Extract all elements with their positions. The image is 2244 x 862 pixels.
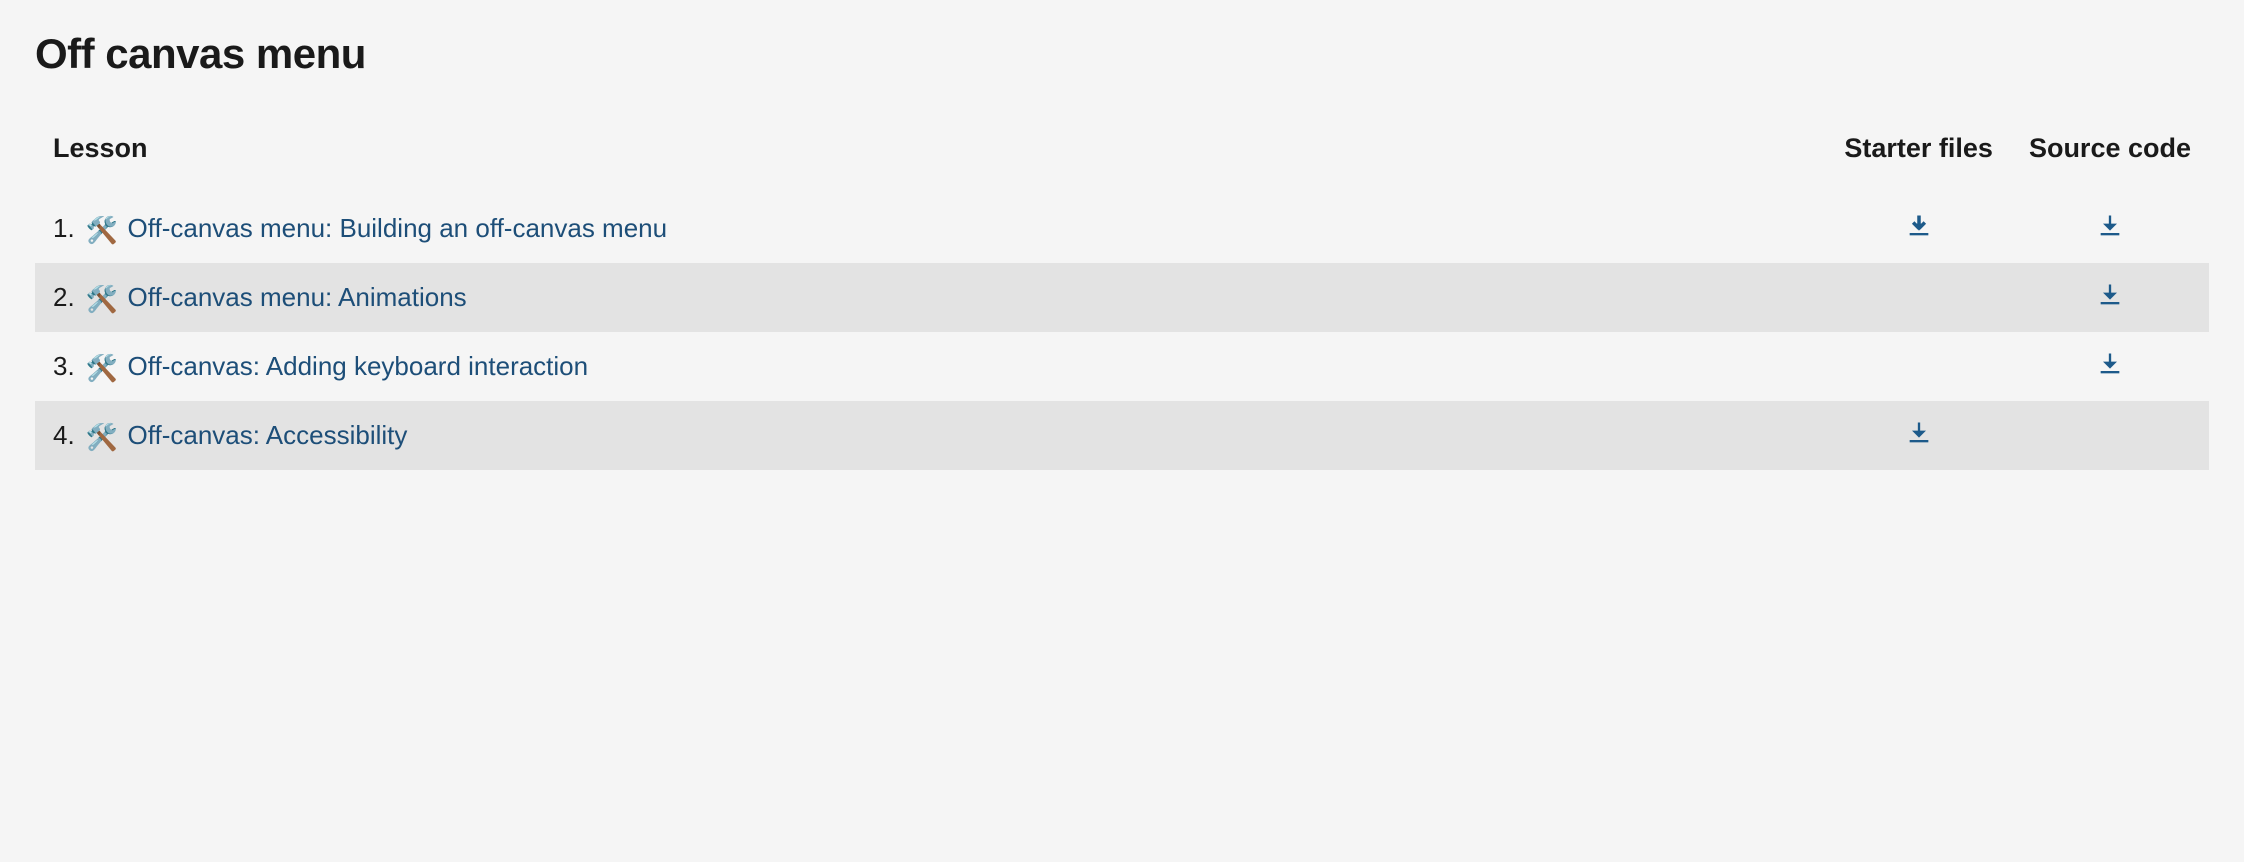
lesson-cell: 2. 🛠️ Off-canvas menu: Animations — [35, 263, 1826, 332]
source-cell — [2011, 194, 2209, 263]
lessons-table: Lesson Starter files Source code 1. 🛠️ O… — [35, 123, 2209, 470]
starter-cell — [1826, 332, 2011, 401]
source-cell — [2011, 263, 2209, 332]
table-row: 4. 🛠️ Off-canvas: Accessibility — [35, 401, 2209, 470]
tools-icon: 🛠️ — [86, 424, 118, 450]
download-source-button[interactable] — [2094, 210, 2126, 242]
download-icon — [2096, 212, 2124, 240]
source-cell — [2011, 332, 2209, 401]
lesson-link[interactable]: Off-canvas menu: Building an off-canvas … — [128, 213, 668, 243]
download-source-button[interactable] — [2094, 348, 2126, 380]
table-row: 2. 🛠️ Off-canvas menu: Animations — [35, 263, 2209, 332]
download-source-button[interactable] — [2094, 279, 2126, 311]
table-header-row: Lesson Starter files Source code — [35, 123, 2209, 194]
column-header-source: Source code — [2011, 123, 2209, 194]
download-starter-button[interactable] — [1903, 210, 1935, 242]
lesson-link[interactable]: Off-canvas: Adding keyboard interaction — [128, 351, 589, 381]
lesson-cell: 4. 🛠️ Off-canvas: Accessibility — [35, 401, 1826, 470]
column-header-lesson: Lesson — [35, 123, 1826, 194]
tools-icon: 🛠️ — [86, 286, 118, 312]
download-starter-button[interactable] — [1903, 417, 1935, 449]
lesson-number: 3. — [53, 351, 75, 381]
download-icon — [1905, 212, 1933, 240]
tools-icon: 🛠️ — [86, 217, 118, 243]
lesson-number: 4. — [53, 420, 75, 450]
lesson-link[interactable]: Off-canvas menu: Animations — [128, 282, 467, 312]
download-icon — [2096, 281, 2124, 309]
download-icon — [2096, 350, 2124, 378]
source-cell — [2011, 401, 2209, 470]
lesson-number: 2. — [53, 282, 75, 312]
lesson-link[interactable]: Off-canvas: Accessibility — [128, 420, 408, 450]
table-row: 1. 🛠️ Off-canvas menu: Building an off-c… — [35, 194, 2209, 263]
tools-icon: 🛠️ — [86, 355, 118, 381]
page-title: Off canvas menu — [35, 30, 2209, 78]
column-header-starter: Starter files — [1826, 123, 2011, 194]
starter-cell — [1826, 263, 2011, 332]
table-row: 3. 🛠️ Off-canvas: Adding keyboard intera… — [35, 332, 2209, 401]
download-icon — [1905, 419, 1933, 447]
lesson-cell: 1. 🛠️ Off-canvas menu: Building an off-c… — [35, 194, 1826, 263]
lesson-number: 1. — [53, 213, 75, 243]
lesson-cell: 3. 🛠️ Off-canvas: Adding keyboard intera… — [35, 332, 1826, 401]
starter-cell — [1826, 401, 2011, 470]
starter-cell — [1826, 194, 2011, 263]
